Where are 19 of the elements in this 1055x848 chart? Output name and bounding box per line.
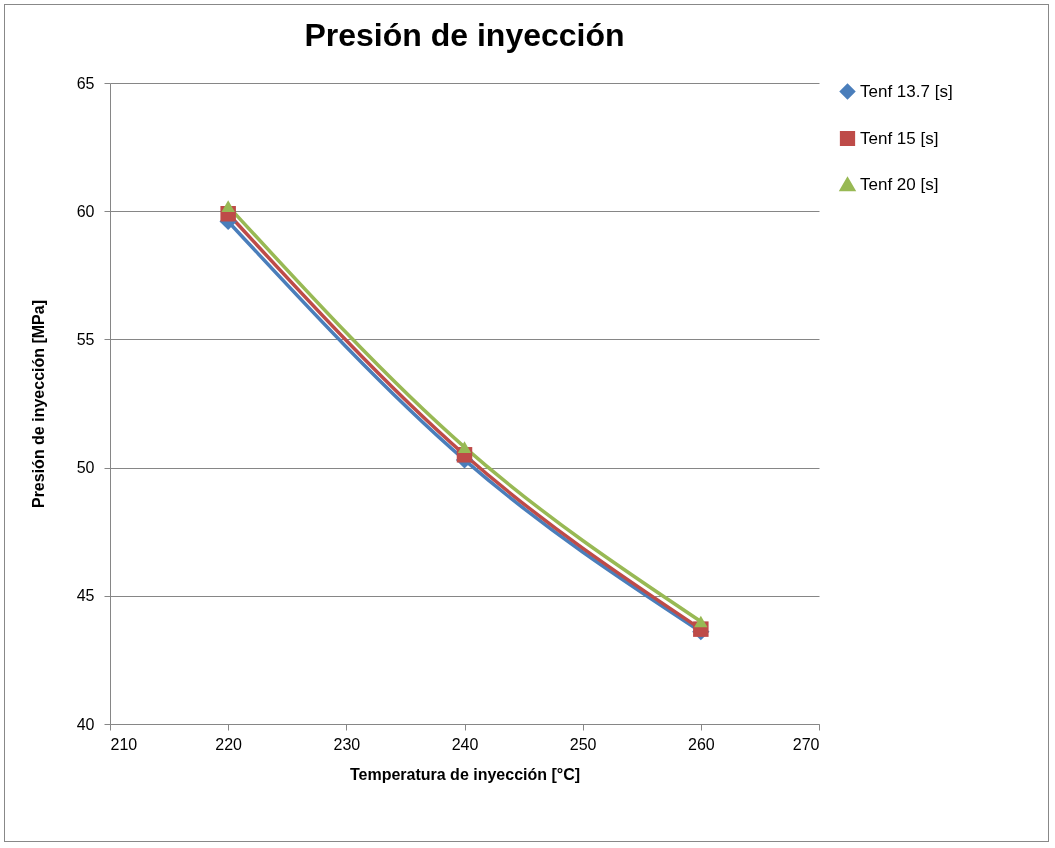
x-tick-label: 230: [333, 735, 361, 753]
x-tick-label: 240: [451, 735, 479, 753]
chart-title: Presión de inyección: [304, 17, 625, 53]
y-tick-label: 60: [76, 202, 95, 220]
x-tick-label: 250: [569, 735, 597, 753]
legend-label: Tenf 13.7 [s]: [860, 81, 953, 101]
x-axis-title: Temperatura de inyección [°C]: [349, 765, 581, 783]
x-tick-label: 270: [792, 735, 820, 753]
y-tick-label: 40: [76, 715, 95, 733]
y-axis-title: Presión de inyección [MPa]: [29, 299, 47, 509]
x-tick-label: 260: [687, 735, 715, 753]
y-tick-label: 55: [76, 330, 95, 348]
x-tick-label: 220: [215, 735, 243, 753]
x-tick-label: 210: [110, 735, 138, 753]
y-tick-label: 45: [76, 587, 95, 605]
y-tick-label: 65: [76, 74, 95, 92]
legend-label: Tenf 20 [s]: [860, 174, 939, 194]
legend-label: Tenf 15 [s]: [860, 128, 939, 148]
y-tick-label: 50: [76, 459, 95, 477]
